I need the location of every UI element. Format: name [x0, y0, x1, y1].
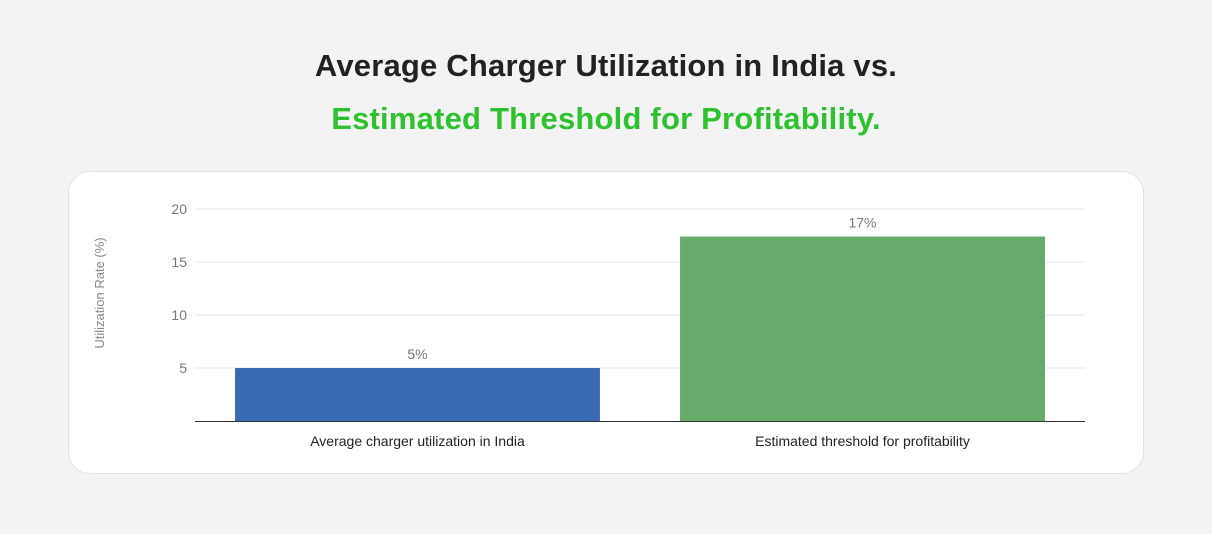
bars — [235, 236, 1045, 421]
y-tick-label: 20 — [171, 201, 187, 217]
data-label-2: 17% — [848, 215, 876, 231]
x-tick-label-2: Estimated threshold for profitability — [755, 433, 970, 449]
data-label-1: 5% — [407, 346, 427, 362]
y-axis-label: Utilization Rate (%) — [92, 237, 107, 348]
y-tick-label: 10 — [171, 307, 187, 323]
bar-1 — [235, 368, 600, 421]
chart-title-line-2: Estimated Threshold for Profitability. — [331, 101, 881, 136]
x-tick-label-1: Average charger utilization in India — [310, 433, 525, 449]
bar-chart: 5 10 15 20 5% Average charger utilization in … — [92, 201, 1085, 449]
y-tick-label: 5 — [179, 360, 187, 376]
bar-2 — [680, 236, 1045, 421]
chart-card: 5 10 15 20 5% Average charger utilization in … — [68, 171, 1144, 474]
chart-title-line-1: Average Charger Utilization in India vs. — [314, 48, 898, 83]
y-tick-label: 15 — [171, 254, 187, 270]
labels: 5 10 15 20 5% Average charger utilization in … — [171, 201, 969, 449]
